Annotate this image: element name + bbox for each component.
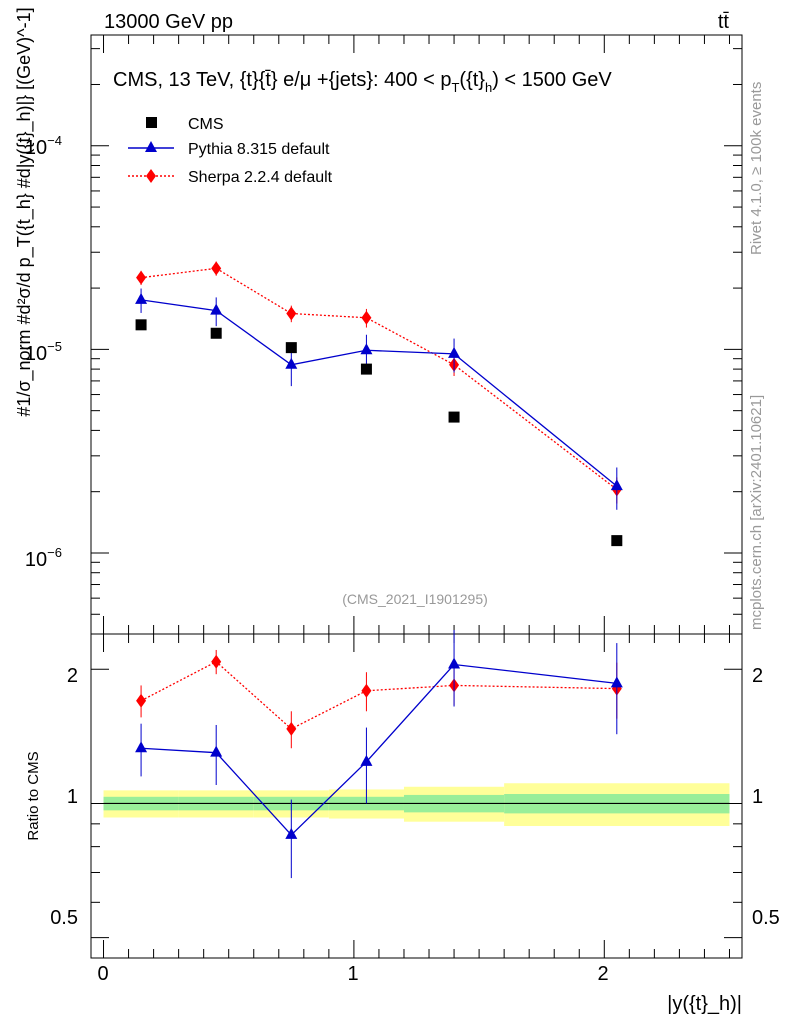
sherpa-ratio-point [136,693,147,708]
sherpa-point [361,310,372,325]
sherpa-ratio-point [211,654,222,669]
ratio-ylabel: Ratio to CMS [25,751,42,840]
cms-point [210,327,222,339]
sherpa-point [136,270,147,285]
ratio-panel-frame [90,633,743,959]
ratio-uncertainty-band [103,783,730,827]
pythia-ratio-point [610,676,623,688]
pythia-ratio-line [141,663,617,836]
header-left: 13000 GeV pp [104,11,233,33]
main-title: CMS, 13 TeV, {t}{t̄} e/μ +{jets}: 400 < … [113,69,612,95]
pythia-point [285,357,298,369]
pythia-point [210,303,223,315]
ratio-ytick-label-right-1: 1 [752,786,763,808]
pythia-point [360,343,373,355]
pythia-ratio-point [448,657,461,669]
legend-marker-cms [146,117,157,128]
main-ylabel: #1/σ_norm #d²σ/d p_T({t_h} #d|y({t}_h)|}… [14,7,35,416]
pythia-point [448,346,461,358]
ratio-ytick-label-right-2: 2 [752,665,763,687]
ratio-ytick-label-left-2: 2 [67,665,78,687]
pythia-point [135,292,148,304]
sherpa-ratio-line [140,660,617,730]
sherpa-point [211,261,222,276]
mcplots-label: mcplots.cern.ch [arXiv:2401.10621] [748,395,765,630]
xlabel: |y({t}_h)| [667,993,742,1015]
main-plot-data [135,261,623,547]
ratio-ytick-label-left-0.5: 0.5 [50,907,78,929]
pythia-point [610,479,623,491]
cms-point [611,535,623,547]
cms-point [135,319,147,331]
xtick-label: 1 [347,963,358,985]
sherpa-point [286,306,297,321]
cms-point [360,363,372,375]
pythia-ratio-point [360,754,373,766]
main-ytick-label: 10−4 [25,133,62,159]
pythia-ratio-point [285,827,298,839]
ratio-axis-ticks [91,634,742,958]
pythia-ratio-point [210,745,223,757]
legend-marker-sherpa [146,169,156,183]
cms-point [285,342,297,354]
cms-point [448,411,460,423]
main-ytick-label: 10−5 [25,339,62,365]
pythia-line [140,299,618,487]
legend-label-pythia: Pythia 8.315 default [188,141,330,158]
legend-marker-pythia [145,141,157,152]
legend: CMS Pythia 8.315 default Sherpa 2.2.4 de… [128,116,333,186]
header-right: tt̄ [718,11,730,33]
ratio-ytick-label-left-1: 1 [67,786,78,808]
rivet-label: Rivet 4.1.0, ≥ 100k events [748,82,765,255]
sherpa-line [140,267,618,491]
main-ytick-label: 10−6 [25,545,62,571]
pythia-ratio-point [135,741,148,753]
xtick-label: 0 [97,963,108,985]
legend-label-cms: CMS [188,116,224,133]
main-ytick-labels: 10−4 10−5 10−6 [25,133,62,571]
legend-label-sherpa: Sherpa 2.2.4 default [188,169,333,186]
sherpa-ratio-point [286,721,297,736]
analysis-watermark: (CMS_2021_I1901295) [342,591,488,607]
ratio-ytick-label-right-0.5: 0.5 [752,907,780,929]
ratio-plot-data [135,630,623,879]
sherpa-ratio-point [361,683,372,698]
xtick-label: 2 [597,963,608,985]
